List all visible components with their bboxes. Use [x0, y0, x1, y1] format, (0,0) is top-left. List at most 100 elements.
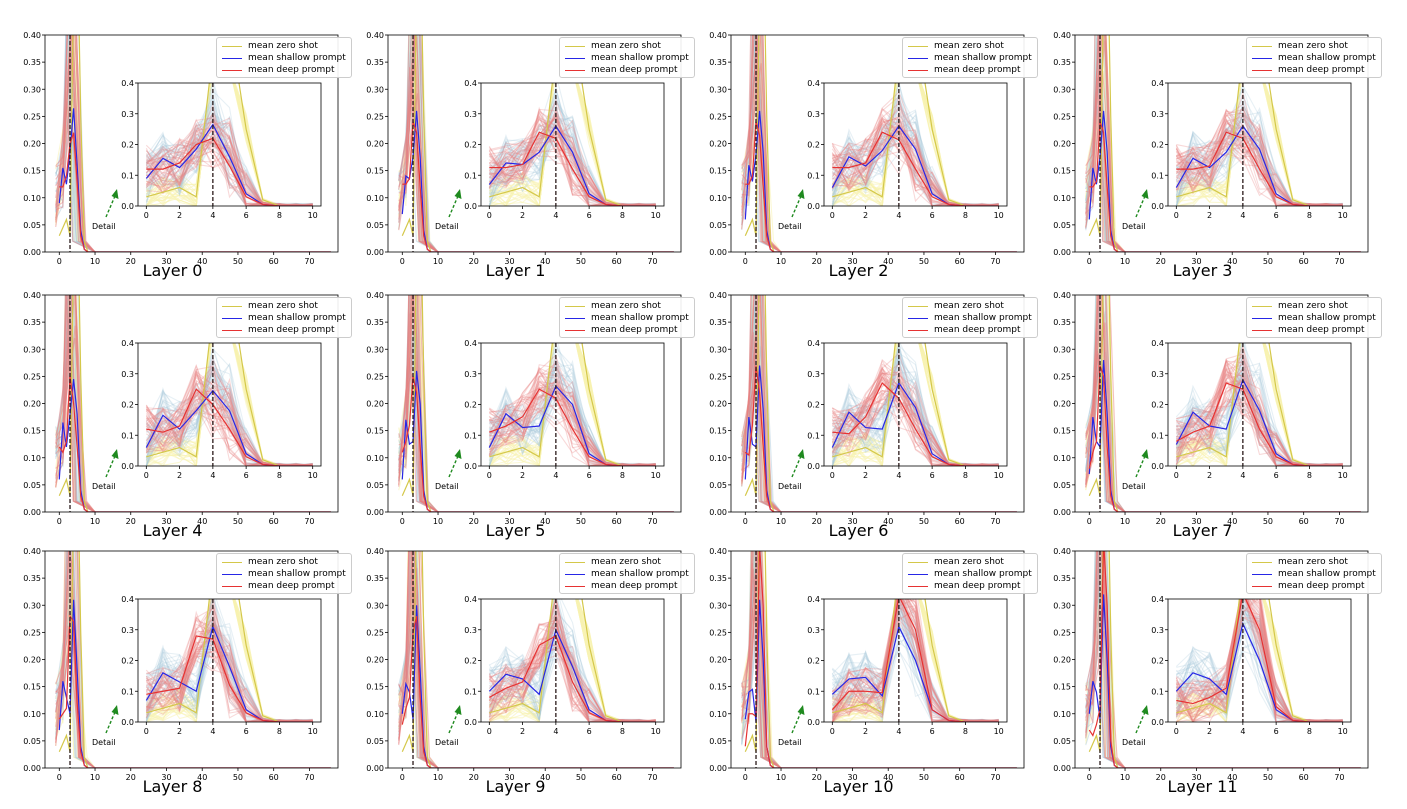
inset-trace	[488, 360, 656, 466]
legend-label: mean shallow prompt	[591, 313, 689, 323]
x-tick-label: 10	[90, 257, 100, 266]
x-tick-label: 30	[504, 773, 514, 782]
inset-trace	[1176, 130, 1343, 206]
legend-label: mean deep prompt	[1278, 65, 1365, 75]
legend-swatch	[908, 573, 928, 575]
inset-trace	[831, 599, 999, 722]
inset-trace	[145, 606, 313, 722]
detail-arrow-head	[454, 189, 462, 199]
inset-trace	[831, 125, 999, 206]
inset-trace	[146, 115, 313, 206]
legend-label: mean zero shot	[591, 41, 661, 51]
inset-x-tick-label: 10	[1338, 471, 1348, 480]
inset-trace	[1175, 355, 1343, 466]
legend-swatch	[908, 585, 928, 587]
inset-trace	[832, 111, 999, 206]
inset-trace	[489, 107, 656, 206]
detail-arrow-shaft	[105, 195, 116, 218]
inset-trace	[832, 634, 999, 722]
inset-trace	[489, 622, 656, 722]
inset-trace	[488, 646, 656, 722]
inset-trace	[146, 607, 313, 722]
chart-panel-layer-3: 0.00 0.05 0.10 0.15 0.20 0.25 0.30 0.35 0.40 0 10 2…	[1030, 31, 1382, 293]
inset-trace	[1176, 128, 1343, 206]
inset-trace	[145, 121, 313, 206]
inset-x-tick-label: 6	[587, 471, 592, 480]
inset-trace	[1175, 651, 1343, 722]
inset-mean-line-0	[832, 343, 999, 466]
chart-svg: 0.000.050.100.150.200.250.300.350.400 10 2…	[366, 31, 682, 266]
inset-trace	[1175, 650, 1343, 722]
inset-trace	[488, 128, 656, 206]
legend-swatch	[222, 573, 242, 575]
inset-trace	[145, 115, 313, 206]
legend-swatch	[222, 561, 242, 563]
main-mean-line-2	[744, 551, 1017, 768]
inset-trace	[146, 614, 313, 722]
inset-trace	[832, 344, 999, 466]
inset-trace	[1175, 83, 1343, 206]
inset-trace	[1175, 104, 1343, 206]
inset-y-tick-label: 0.3	[121, 110, 134, 119]
main-mean-line-2	[1089, 121, 1361, 252]
y-tick-label: 0.00	[23, 248, 41, 257]
x-tick-label: 70	[647, 773, 657, 782]
inset-mean-line-2	[146, 635, 313, 722]
x-tick-label: 10	[433, 773, 443, 782]
inset-trace	[1175, 398, 1343, 466]
inset-trace	[1176, 599, 1343, 722]
y-tick-label: 0.35	[709, 574, 727, 583]
inset-trace	[1176, 382, 1343, 466]
inset-trace	[489, 83, 656, 206]
inset-trace	[488, 110, 656, 206]
inset-trace	[488, 604, 656, 722]
inset-trace	[145, 619, 313, 722]
y-tick-label: 0.15	[1053, 167, 1071, 176]
inset-trace	[146, 140, 313, 206]
inset-trace	[489, 381, 656, 466]
inset-x-tick-label: 2	[1207, 727, 1212, 736]
panel-title: Layer 1	[485, 261, 546, 280]
inset-trace	[145, 619, 313, 722]
inset-trace	[831, 143, 999, 206]
y-tick-label: 0.20	[366, 656, 384, 665]
main-mean-line-2	[401, 615, 674, 768]
x-tick-label: 20	[126, 257, 136, 266]
inset-trace	[832, 368, 999, 466]
inset-trace	[488, 599, 656, 722]
inset-trace	[1175, 86, 1343, 206]
inset-trace	[145, 620, 313, 722]
inset-y-tick-label: 0.3	[464, 110, 477, 119]
inset-trace	[1175, 126, 1343, 206]
legend-label: mean shallow prompt	[934, 313, 1032, 323]
inset-trace	[145, 151, 313, 206]
inset-y-tick-label: 0.4	[807, 339, 820, 348]
inset-y-tick-label: 0.2	[464, 401, 477, 410]
panel-title: Layer 11	[1167, 777, 1238, 796]
y-tick-label: 0.05	[366, 221, 384, 230]
legend-swatch	[908, 57, 928, 59]
inset-x-tick-label: 6	[1274, 471, 1279, 480]
inset-x-tick-label: 8	[277, 471, 282, 480]
legend-swatch	[565, 57, 585, 59]
legend-item: mean shallow prompt	[565, 312, 689, 324]
y-tick-label: 0.00	[709, 508, 727, 517]
y-tick-label: 0.25	[1053, 628, 1071, 637]
main-mean-line-2	[58, 376, 331, 512]
x-tick-label: 70	[990, 517, 1000, 526]
inset-trace	[145, 384, 313, 466]
inset-trace	[489, 343, 656, 466]
inset-y-tick-label: 0.0	[121, 202, 134, 211]
inset-y-tick-label: 0.2	[121, 141, 134, 150]
x-tick-label: 0	[400, 257, 405, 266]
inset-trace	[831, 387, 999, 466]
legend-label: mean shallow prompt	[248, 569, 346, 579]
inset-trace	[1176, 599, 1343, 722]
main-trace	[55, 551, 331, 768]
inset-trace	[832, 398, 999, 466]
inset-trace	[1176, 360, 1343, 466]
legend-label: mean deep prompt	[248, 581, 335, 591]
detail-arrow-shaft	[791, 195, 802, 218]
panel-title: Layer 8	[142, 777, 203, 796]
main-mean-line-0	[744, 295, 1017, 512]
